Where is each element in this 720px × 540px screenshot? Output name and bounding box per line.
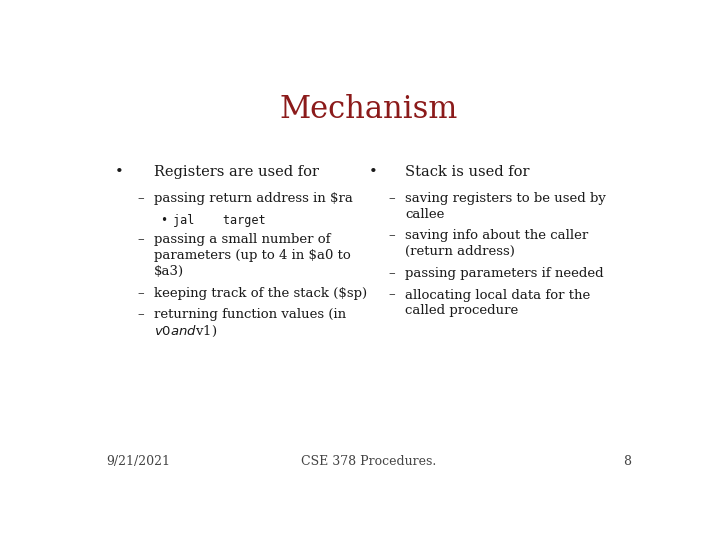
Text: keeping track of the stack ($sp): keeping track of the stack ($sp): [154, 287, 367, 300]
Text: returning function values (in: returning function values (in: [154, 308, 346, 321]
Text: callee: callee: [405, 208, 445, 221]
Text: passing return address in $ra: passing return address in $ra: [154, 192, 353, 205]
Text: 8: 8: [624, 455, 631, 468]
Text: •: •: [115, 165, 124, 179]
Text: saving info about the caller: saving info about the caller: [405, 230, 588, 242]
Text: parameters (up to 4 in $a0 to: parameters (up to 4 in $a0 to: [154, 249, 351, 262]
Text: (return address): (return address): [405, 245, 515, 258]
Text: –: –: [389, 288, 395, 301]
Text: jal    target: jal target: [173, 214, 265, 227]
Text: –: –: [138, 233, 144, 246]
Text: –: –: [138, 287, 144, 300]
Text: •: •: [160, 214, 167, 227]
Text: Stack is used for: Stack is used for: [405, 165, 530, 179]
Text: –: –: [389, 192, 395, 205]
Text: saving registers to be used by: saving registers to be used by: [405, 192, 606, 205]
Text: Registers are used for: Registers are used for: [154, 165, 319, 179]
Text: 9/21/2021: 9/21/2021: [107, 455, 171, 468]
Text: –: –: [138, 308, 144, 321]
Text: passing parameters if needed: passing parameters if needed: [405, 267, 604, 280]
Text: $a3): $a3): [154, 265, 184, 278]
Text: called procedure: called procedure: [405, 305, 518, 318]
Text: CSE 378 Procedures.: CSE 378 Procedures.: [302, 455, 436, 468]
Text: –: –: [138, 192, 144, 205]
Text: –: –: [389, 267, 395, 280]
Text: passing a small number of: passing a small number of: [154, 233, 330, 246]
Text: •: •: [369, 165, 378, 179]
Text: allocating local data for the: allocating local data for the: [405, 288, 590, 301]
Text: Mechanism: Mechanism: [280, 94, 458, 125]
Text: –: –: [389, 230, 395, 242]
Text: $v0 and $v1): $v0 and $v1): [154, 324, 217, 339]
